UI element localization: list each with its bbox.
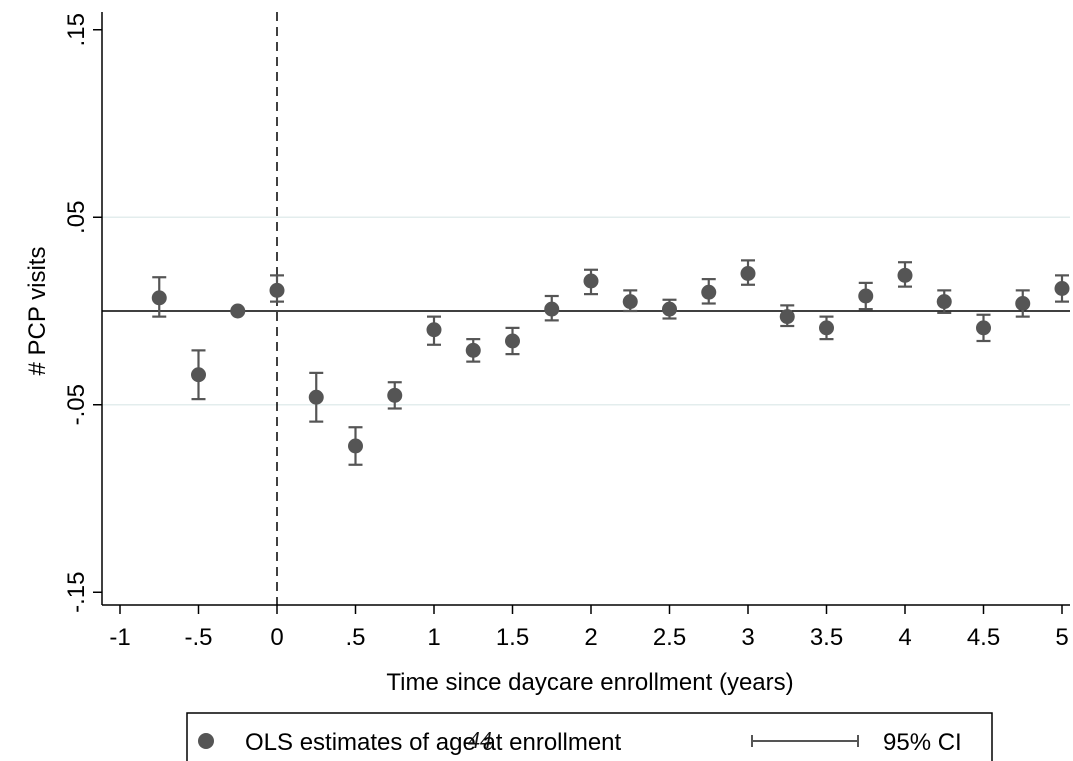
data-point bbox=[622, 294, 638, 310]
data-point bbox=[858, 288, 874, 304]
axes: -1 -.5 0 .5 1 1.5 2 2.5 3 3.5 4 4.5 5 .15 .05 -.05 -.15 bbox=[63, 12, 1070, 651]
data-point bbox=[976, 320, 991, 336]
data-point bbox=[387, 387, 403, 403]
data-point bbox=[936, 294, 952, 310]
data-point bbox=[505, 333, 520, 349]
data-point bbox=[191, 367, 206, 383]
data-point bbox=[426, 322, 442, 338]
grid-lines bbox=[102, 216, 1070, 406]
data-point bbox=[348, 438, 363, 454]
data-points bbox=[151, 266, 1070, 454]
data-point bbox=[269, 282, 285, 298]
y-axis-title: # PCP visits bbox=[24, 247, 51, 376]
legend-label-estimates: OLS estimates of age at enrollment bbox=[245, 729, 622, 756]
data-point bbox=[583, 273, 599, 289]
legend-dot-marker bbox=[198, 733, 214, 749]
data-point bbox=[151, 290, 167, 306]
x-tick-label: 1.5 bbox=[496, 624, 529, 651]
x-axis-title: Time since daycare enrollment (years) bbox=[386, 669, 793, 696]
page-number: 44 bbox=[468, 728, 492, 754]
data-point bbox=[465, 342, 481, 358]
data-point bbox=[740, 266, 756, 281]
y-tick-label: -.15 bbox=[63, 572, 90, 613]
x-tick-label: 2.5 bbox=[653, 624, 686, 651]
data-point bbox=[662, 301, 677, 317]
x-tick-label: 3.5 bbox=[810, 624, 843, 651]
x-tick-label: 0 bbox=[270, 624, 283, 651]
data-point bbox=[897, 267, 913, 283]
x-tick-label: .5 bbox=[345, 624, 365, 651]
x-tick-label: 1 bbox=[427, 624, 440, 651]
x-tick-label: 4.5 bbox=[967, 624, 1000, 651]
data-point bbox=[779, 309, 795, 325]
data-point bbox=[819, 320, 834, 336]
x-tick-label: 3 bbox=[741, 624, 754, 651]
data-point bbox=[308, 389, 324, 405]
y-tick-label: .05 bbox=[63, 201, 90, 234]
data-point bbox=[1015, 296, 1031, 311]
x-tick-label: 5 bbox=[1055, 624, 1068, 651]
data-point bbox=[230, 303, 246, 319]
legend-label-ci: 95% CI bbox=[883, 729, 962, 756]
x-tick-label: 2 bbox=[584, 624, 597, 651]
data-point bbox=[544, 301, 560, 317]
reference-lines bbox=[102, 12, 1070, 605]
data-point bbox=[1054, 281, 1070, 296]
x-tick-label: 4 bbox=[898, 624, 911, 651]
legend: OLS estimates of age at enrollment 95% C… bbox=[186, 712, 993, 761]
x-tick-label: -1 bbox=[109, 624, 130, 651]
y-tick-label: .15 bbox=[63, 13, 90, 46]
y-tick-label: -.05 bbox=[63, 384, 90, 425]
data-point bbox=[701, 284, 717, 300]
x-tick-label: -.5 bbox=[184, 624, 212, 651]
legend-ci-marker bbox=[751, 735, 859, 747]
ci-bars bbox=[152, 259, 1069, 466]
